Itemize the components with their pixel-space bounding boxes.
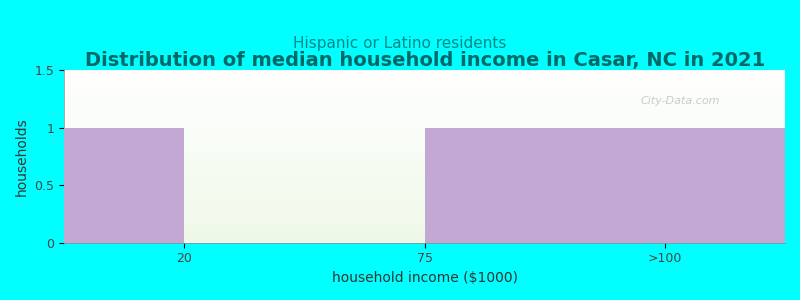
Y-axis label: households: households xyxy=(15,117,29,196)
Title: Distribution of median household income in Casar, NC in 2021: Distribution of median household income … xyxy=(85,51,765,70)
Bar xyxy=(425,128,785,243)
Text: Hispanic or Latino residents: Hispanic or Latino residents xyxy=(294,36,506,51)
X-axis label: household income ($1000): household income ($1000) xyxy=(332,271,518,285)
Text: City-Data.com: City-Data.com xyxy=(641,96,720,106)
Bar xyxy=(64,128,184,243)
